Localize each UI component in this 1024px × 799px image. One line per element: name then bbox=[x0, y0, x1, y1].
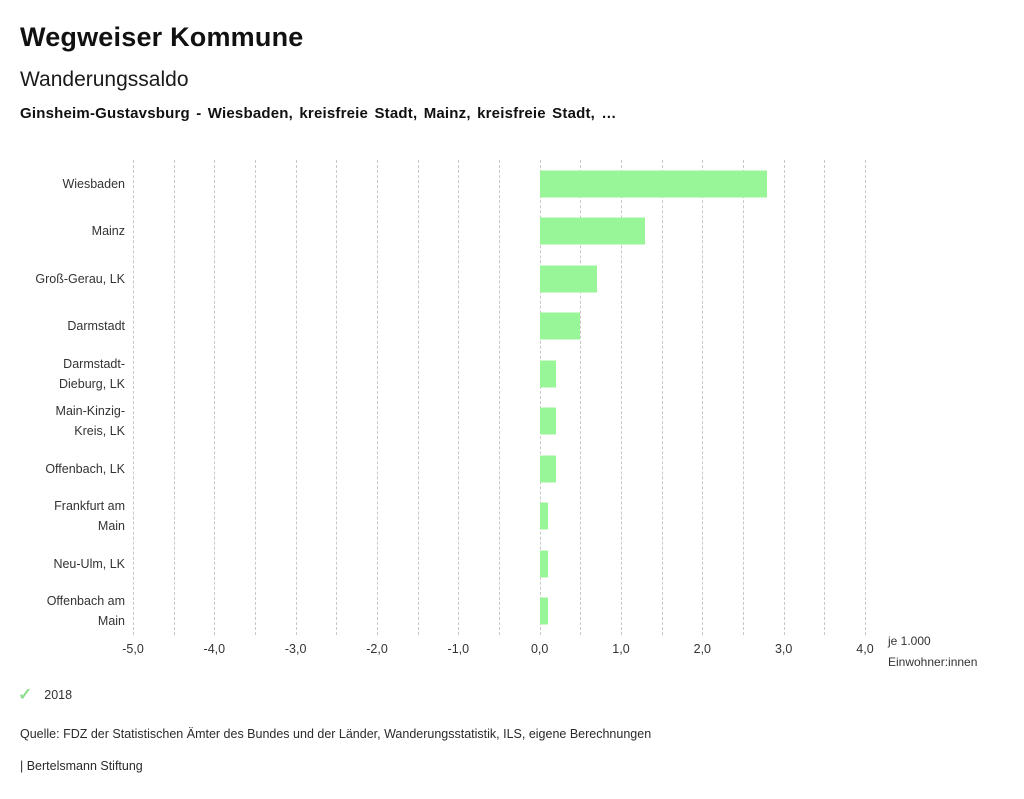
category-label: Groß-Gerau, LK bbox=[35, 271, 125, 286]
gridline bbox=[865, 160, 866, 635]
bar[interactable] bbox=[539, 407, 556, 435]
bar-rows bbox=[133, 160, 865, 635]
chart-row bbox=[133, 350, 865, 398]
gridline bbox=[539, 160, 541, 635]
category-label: Darmstadt- Dieburg, LK bbox=[58, 356, 125, 391]
gridlines bbox=[133, 160, 866, 635]
chart-row bbox=[133, 208, 865, 256]
chart-row bbox=[133, 398, 865, 446]
x-tick-label: 1,0 bbox=[612, 642, 630, 656]
category-label: Darmstadt bbox=[67, 319, 125, 334]
category-label: Neu-Ulm, LK bbox=[53, 556, 125, 571]
gridline bbox=[824, 160, 826, 635]
x-tick-label: -2,0 bbox=[366, 642, 388, 656]
category-axis: Wiesbaden Mainz Groß-Gerau, LK Darmstadt… bbox=[0, 160, 125, 635]
category-label: Offenbach am Main bbox=[46, 594, 125, 629]
gridline bbox=[295, 160, 297, 635]
x-axis-unit-label: je 1.000 Einwohner:innen bbox=[888, 634, 978, 669]
x-tick-label: 3,0 bbox=[774, 642, 793, 656]
gridline bbox=[621, 160, 622, 635]
chart-subtitle: Ginsheim-Gustavsburg - Wiesbaden, kreisf… bbox=[20, 105, 617, 122]
legend-year-label: 2018 bbox=[44, 688, 73, 702]
bar[interactable] bbox=[539, 312, 581, 340]
source-text: Quelle: FDZ der Statistischen Ämter des … bbox=[20, 727, 652, 741]
chart-title: Wanderungssaldo bbox=[20, 68, 189, 91]
chart-row bbox=[133, 255, 865, 303]
chart-row bbox=[133, 493, 865, 541]
gridline bbox=[336, 160, 338, 635]
category-label: Mainz bbox=[91, 224, 125, 239]
gridline bbox=[783, 160, 785, 635]
category-label: Main-Kinzig- Kreis, LK bbox=[55, 404, 125, 439]
gridline bbox=[702, 160, 704, 635]
category-label: Frankfurt am Main bbox=[54, 499, 125, 534]
gridline bbox=[743, 160, 744, 635]
category-label: Offenbach, LK bbox=[45, 461, 125, 476]
plot-area bbox=[133, 160, 866, 635]
bar-chart: Wiesbaden Mainz Groß-Gerau, LK Darmstadt… bbox=[0, 160, 1024, 680]
gridline bbox=[133, 160, 134, 635]
bar[interactable] bbox=[539, 502, 548, 530]
x-tick-label: 4,0 bbox=[856, 642, 874, 656]
chart-row bbox=[133, 540, 865, 588]
app-title: Wegweiser Kommune bbox=[20, 22, 304, 52]
x-axis-ticks: -5,0 -4,0 -3,0 -2,0 -1,0 0,0 1,0 2,0 3,0 4,0 bbox=[122, 635, 873, 659]
x-tick-label: -4,0 bbox=[203, 642, 226, 656]
chart-row bbox=[133, 588, 865, 636]
bar[interactable] bbox=[539, 217, 646, 245]
bar[interactable] bbox=[539, 550, 548, 578]
bar[interactable] bbox=[539, 597, 548, 625]
bar[interactable] bbox=[539, 455, 556, 483]
gridline bbox=[661, 160, 663, 635]
bar[interactable] bbox=[539, 265, 597, 293]
bar[interactable] bbox=[539, 170, 768, 198]
x-tick-label: 2,0 bbox=[693, 642, 712, 656]
x-tick-label: 0,0 bbox=[530, 642, 549, 656]
legend-item-2018[interactable]: ✓ 2018 bbox=[18, 686, 72, 704]
gridline bbox=[255, 160, 256, 635]
category-label: Wiesbaden bbox=[62, 176, 125, 191]
gridline bbox=[458, 160, 460, 635]
gridline bbox=[377, 160, 378, 635]
x-tick-label: -1,0 bbox=[447, 642, 470, 656]
chart-row bbox=[133, 445, 865, 493]
x-tick-label: -5,0 bbox=[122, 642, 144, 656]
bar[interactable] bbox=[539, 360, 556, 388]
chart-row bbox=[133, 160, 865, 208]
branding-text: | Bertelsmann Stiftung bbox=[20, 759, 143, 773]
gridline bbox=[499, 160, 500, 635]
chart-row bbox=[133, 303, 865, 351]
check-icon: ✓ bbox=[18, 685, 33, 704]
gridline bbox=[580, 160, 582, 635]
gridline bbox=[214, 160, 216, 635]
x-tick-label: -3,0 bbox=[284, 642, 307, 656]
gridline bbox=[417, 160, 419, 635]
gridline bbox=[173, 160, 175, 635]
